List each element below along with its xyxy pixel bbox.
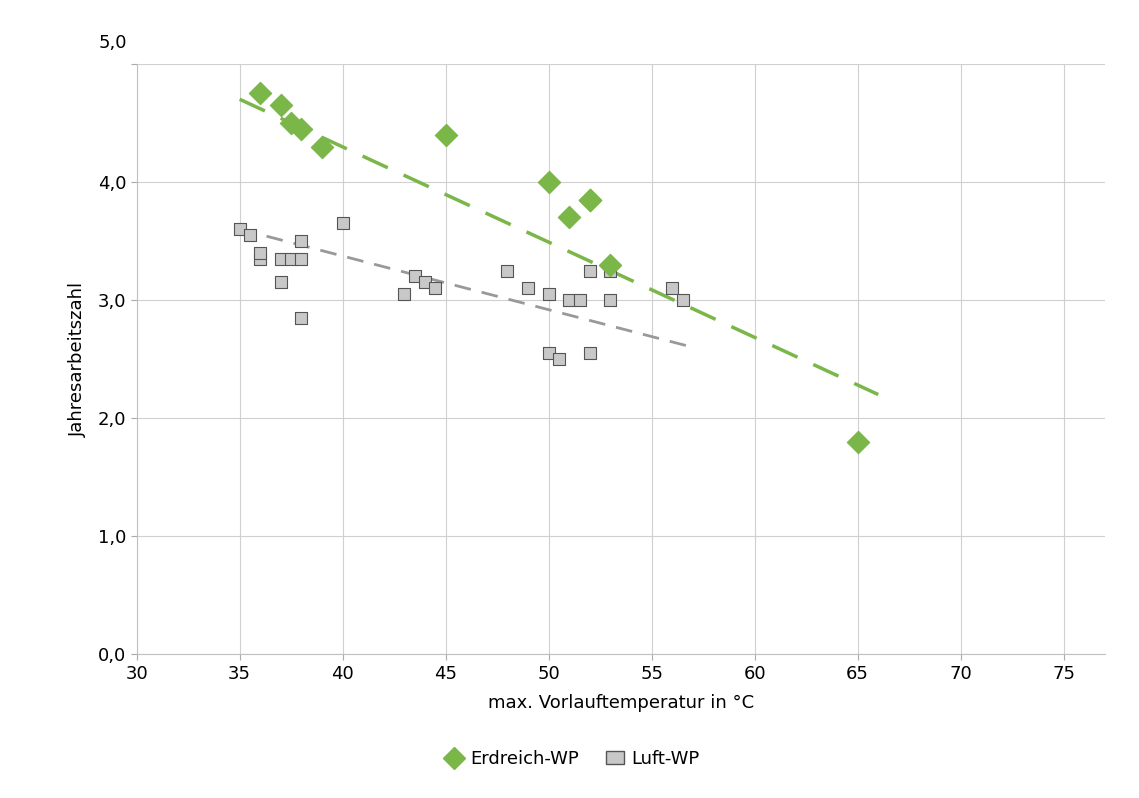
Luft-WP [252,252,270,265]
Luft-WP [581,347,599,360]
Luft-WP [663,282,681,294]
Luft-WP [519,282,538,294]
Luft-WP [540,288,558,301]
Luft-WP [395,288,413,301]
Luft-WP [334,217,352,230]
Luft-WP [581,264,599,277]
Erdreich-WP [601,259,620,271]
Luft-WP [230,223,248,235]
Luft-WP [293,252,311,265]
Luft-WP [540,347,558,360]
Luft-WP [601,264,620,277]
Erdreich-WP [282,117,301,129]
Erdreich-WP [272,99,290,112]
Luft-WP [560,294,579,306]
Luft-WP [240,229,259,242]
Luft-WP [252,247,270,259]
Erdreich-WP [560,211,579,223]
Luft-WP [282,252,301,265]
Luft-WP [405,270,424,282]
Luft-WP [426,282,444,294]
Text: 5,0: 5,0 [98,34,128,52]
Luft-WP [550,353,568,365]
Luft-WP [673,294,691,306]
Erdreich-WP [849,436,867,448]
Erdreich-WP [313,140,331,153]
Luft-WP [571,294,589,306]
Luft-WP [272,252,290,265]
Erdreich-WP [252,87,270,100]
Legend: Erdreich-WP, Luft-WP: Erdreich-WP, Luft-WP [437,743,707,775]
Erdreich-WP [581,193,599,206]
Luft-WP [272,276,290,289]
Luft-WP [601,294,620,306]
X-axis label: max. Vorlauftemperatur in °C: max. Vorlauftemperatur in °C [487,694,754,712]
Luft-WP [416,276,434,289]
Luft-WP [293,311,311,324]
Erdreich-WP [540,176,558,188]
Luft-WP [293,235,311,247]
Y-axis label: Jahresarbeitszahl: Jahresarbeitszahl [68,282,87,437]
Erdreich-WP [581,193,599,206]
Erdreich-WP [293,122,311,135]
Erdreich-WP [436,128,454,141]
Luft-WP [499,264,517,277]
